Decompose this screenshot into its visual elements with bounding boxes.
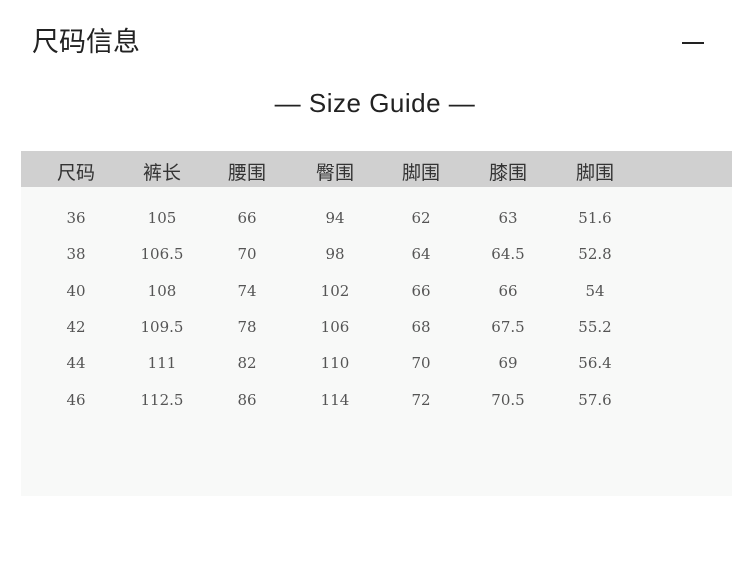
column-header: 脚围 [575,162,614,184]
column-header: 尺码 [56,162,95,184]
section-title: 尺码信息 [32,27,140,58]
table-row: 36 105 66 94 62 63 51.6 [21,209,732,245]
table-cell: 106 [320,317,350,336]
table-row: 46 112.5 86 114 72 70.5 57.6 [21,391,732,427]
table-row: 42 109.5 78 106 68 67.5 55.2 [21,318,732,354]
table-cell: 56.4 [578,354,612,373]
table-cell: 70 [237,245,257,264]
table-cell: 40 [66,281,86,300]
table-cell: 110 [320,354,350,373]
table-cell: 42 [66,317,86,336]
table-cell: 109.5 [140,317,184,336]
table-header: 尺码 裤长 腰围 臀围 脚围 膝围 脚围 [21,151,732,187]
table-cell: 55.2 [578,317,612,336]
table-cell: 38 [66,245,86,264]
table-cell: 86 [237,390,257,409]
table-row: 38 106.5 70 98 64 64.5 52.8 [21,245,732,281]
table-row: 44 111 82 110 70 69 56.4 [21,354,732,390]
table-cell: 54 [585,281,605,300]
table-cell: 66 [411,281,431,300]
table-cell: 67.5 [491,317,525,336]
size-guide-heading: — Size Guide — [274,88,476,118]
table-row: 40 108 74 102 66 66 54 [21,282,732,318]
table-cell: 112.5 [140,390,184,409]
table-cell: 51.6 [578,209,612,227]
table-cell: 57.6 [578,390,612,409]
table-cell: 64.5 [491,245,525,264]
table-cell: 111 [147,354,177,373]
table-cell: 70 [411,354,431,373]
table-cell: 82 [237,354,257,373]
column-header: 臀围 [315,162,354,184]
table-cell: 66 [498,281,518,300]
table-cell: 70.5 [491,390,525,409]
table-cell: 114 [320,390,350,409]
table-cell: 102 [320,281,350,300]
table-cell: 63 [498,209,518,227]
table-cell: 62 [411,209,431,227]
collapse-icon[interactable] [682,42,704,44]
table-cell: 36 [66,209,86,227]
column-header: 膝围 [488,162,527,184]
table-cell: 94 [325,209,345,227]
column-header: 腰围 [227,162,266,184]
table-cell: 64 [411,245,431,264]
table-cell: 68 [411,317,431,336]
column-header: 脚围 [401,162,440,184]
table-cell: 72 [411,390,431,409]
table-cell: 74 [237,281,257,300]
size-table: 尺码 裤长 腰围 臀围 脚围 膝围 脚围 36 105 66 94 62 63 51.6 38 106.5 7… [21,151,732,496]
table-cell: 108 [147,281,177,300]
table-cell: 44 [66,354,86,373]
table-cell: 78 [237,317,257,336]
table-cell: 98 [325,245,345,264]
table-cell: 66 [237,209,257,227]
column-header: 裤长 [142,162,181,184]
table-cell: 105 [147,209,177,227]
table-cell: 69 [498,354,518,373]
table-cell: 106.5 [140,245,184,264]
table-cell: 46 [66,390,86,409]
table-cell: 52.8 [578,245,612,264]
